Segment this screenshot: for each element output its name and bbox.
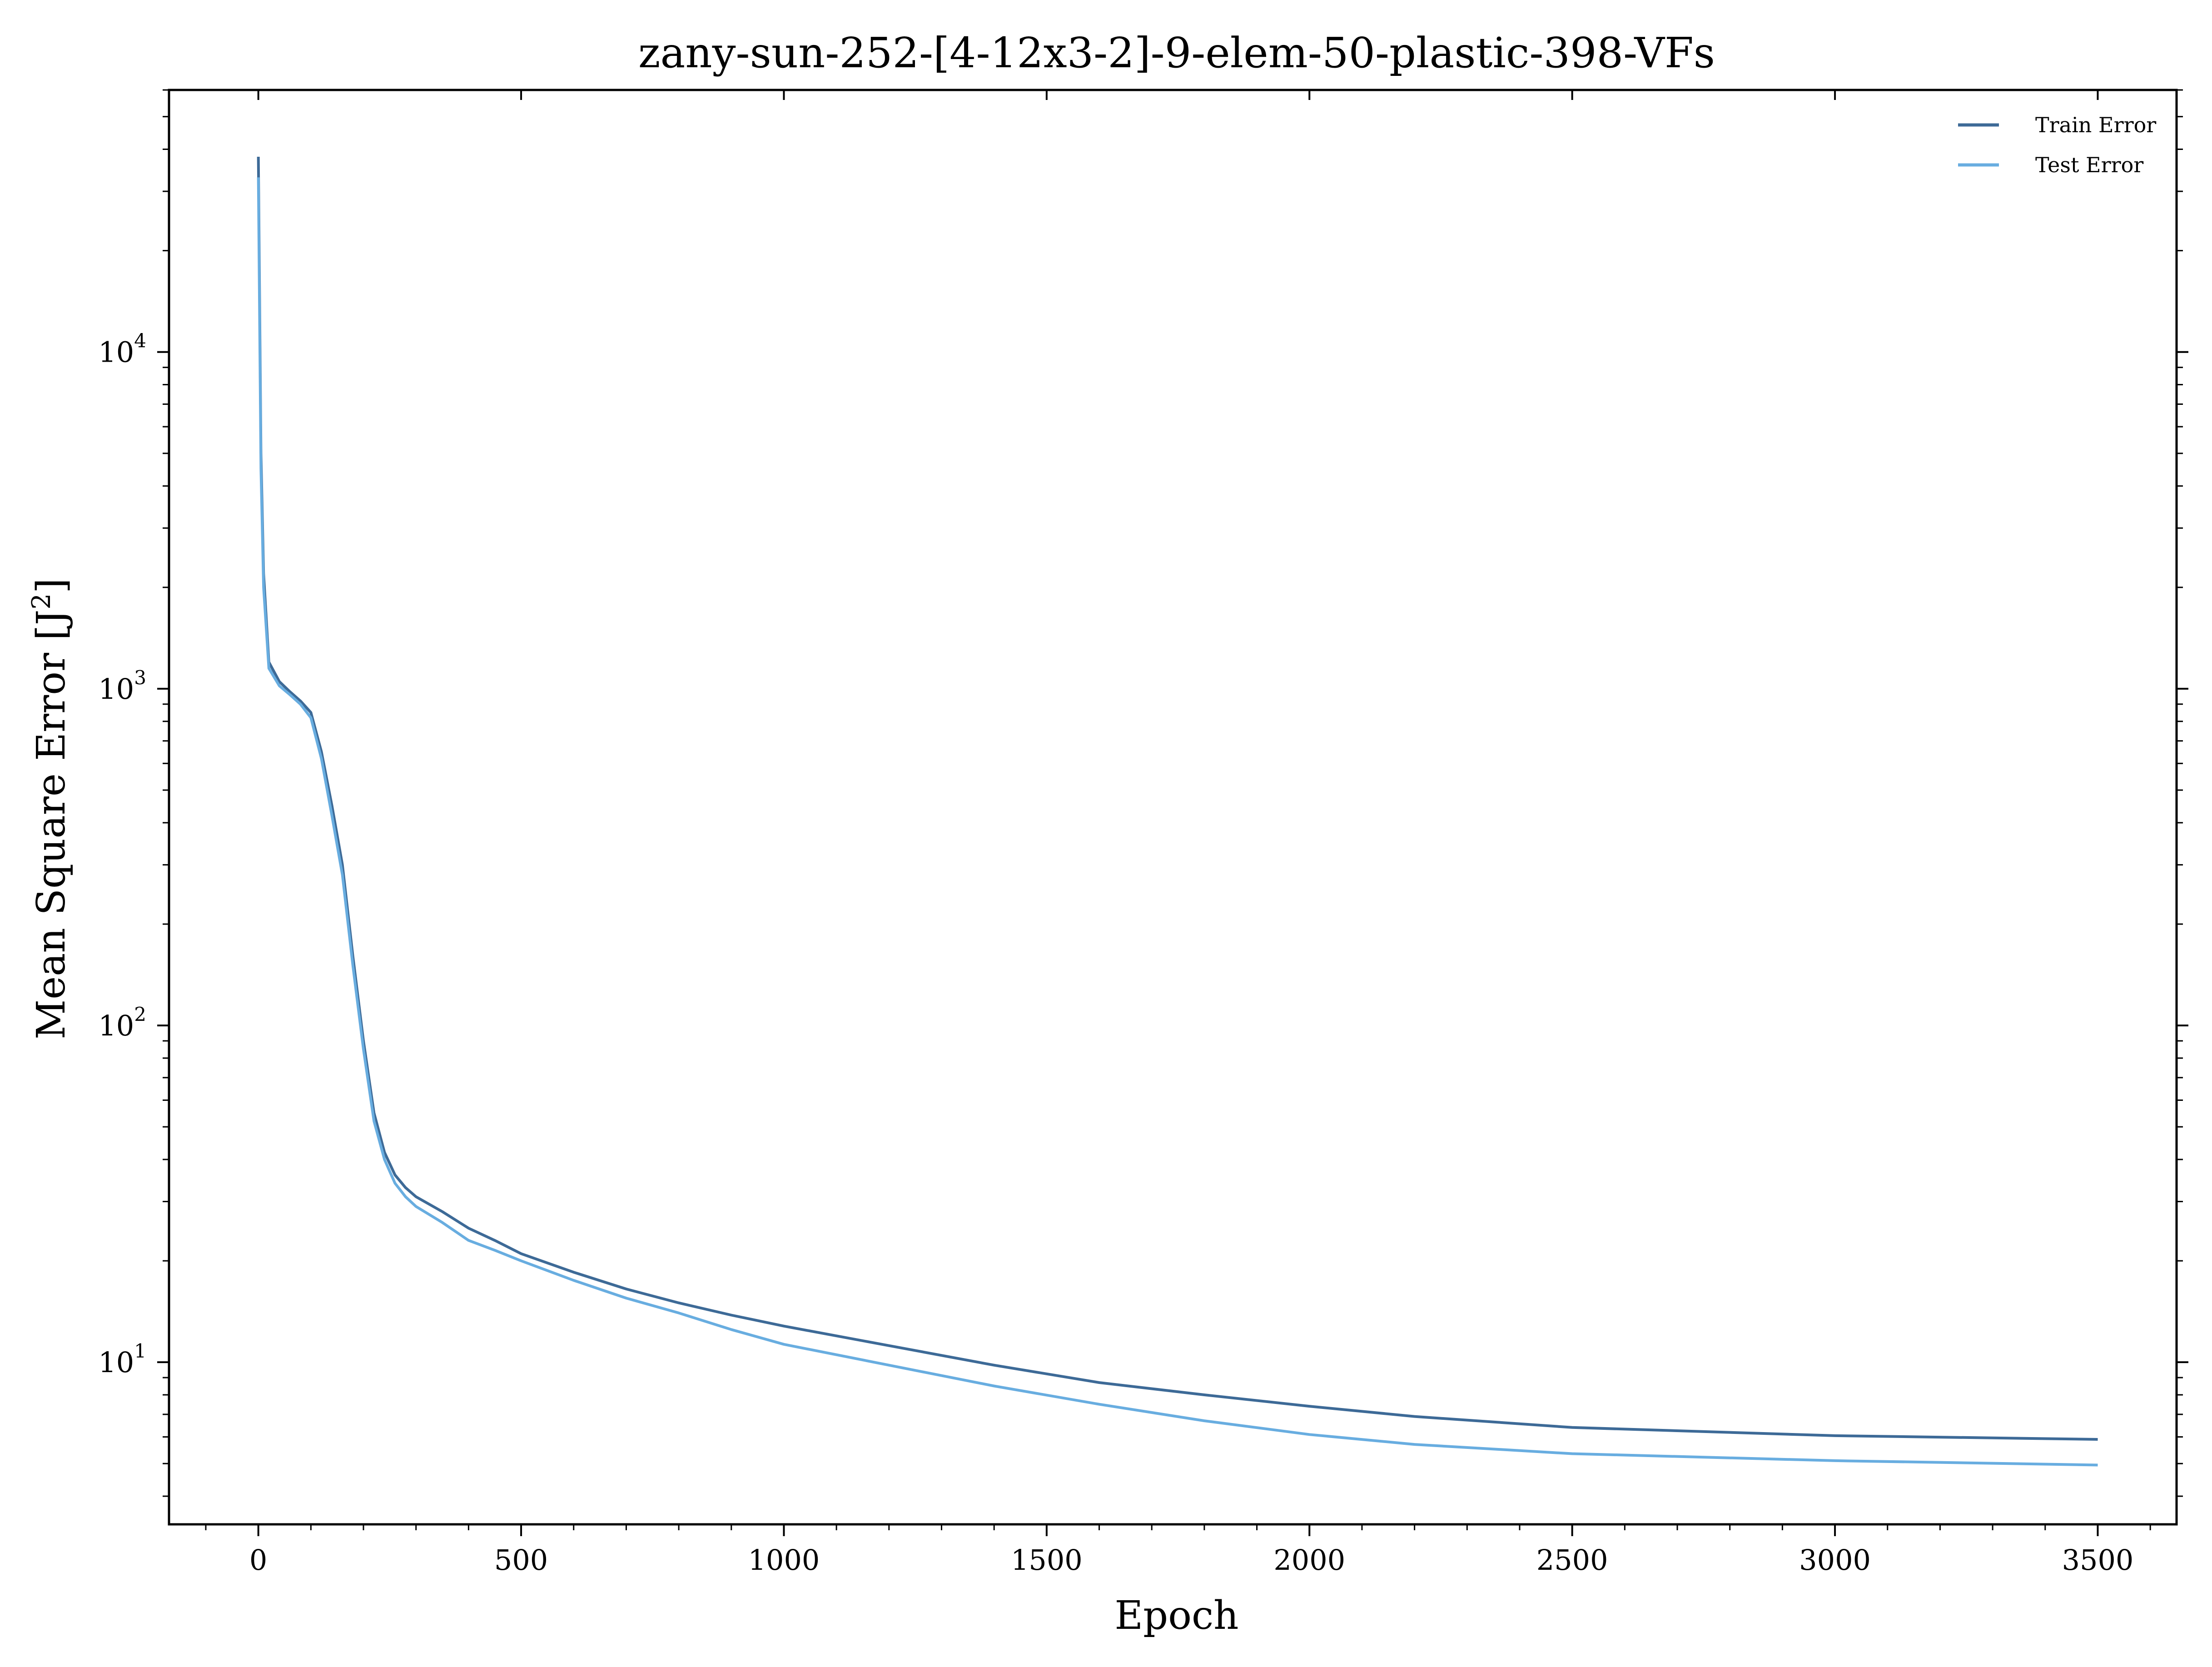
y-tick-label: 102 — [98, 1003, 146, 1042]
y-axis-label-superscript: 2 — [27, 593, 56, 610]
y-tick-label: 104 — [98, 330, 146, 369]
series-line-train — [257, 156, 2098, 1441]
legend: Train Error Test Error — [1958, 113, 2156, 177]
x-tick-label: 1000 — [748, 1543, 820, 1577]
x-axis-ticks: 0 500 1000 1500 2000 2500 3000 3500 — [205, 90, 2151, 1577]
x-tick-label: 3000 — [1799, 1543, 1871, 1577]
x-tick-label: 2500 — [1536, 1543, 1608, 1577]
y-axis-label: Mean Square Error [J2] — [27, 578, 74, 1039]
plot-area: 0 500 1000 1500 2000 2500 3000 3500 10110210310… — [98, 89, 2188, 1577]
chart-title: zany-sun-252-[4-12x3-2]-9-elem-50-plasti… — [638, 29, 1715, 77]
legend-label-train: Train Error — [2035, 113, 2156, 137]
series-line-test — [257, 177, 2098, 1467]
x-tick-label: 1500 — [1011, 1543, 1083, 1577]
x-tick-label: 0 — [249, 1543, 267, 1577]
y-axis-label-main: Mean Square Error [J — [29, 610, 74, 1040]
series-layer — [257, 156, 2098, 1467]
x-tick-label: 500 — [494, 1543, 548, 1577]
plot-frame — [168, 89, 2178, 1526]
y-tick-label: 103 — [98, 667, 146, 706]
y-tick-label: 101 — [98, 1340, 146, 1379]
x-axis-label: Epoch — [1114, 1593, 1238, 1638]
x-tick-label: 3500 — [2062, 1543, 2134, 1577]
y-axis-label-tail: ] — [29, 578, 74, 593]
x-tick-label: 2000 — [1273, 1543, 1345, 1577]
y-axis-ticks: 101 102 103 104 — [98, 89, 2188, 1497]
legend-label-test: Test Error — [2035, 153, 2143, 177]
